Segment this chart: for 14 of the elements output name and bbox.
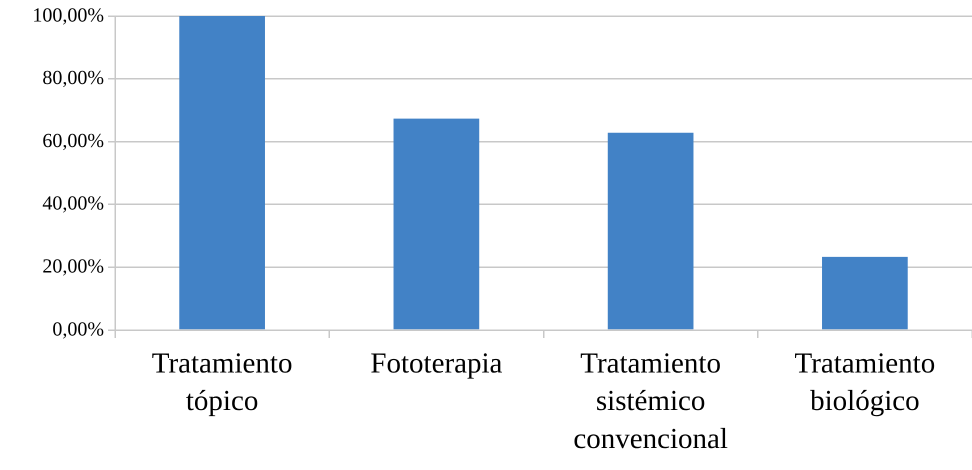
y-tick-label: 0,00% <box>52 318 104 340</box>
bar <box>179 16 265 330</box>
y-tick-label: 20,00% <box>42 255 104 278</box>
y-tick-label: 40,00% <box>42 192 104 215</box>
x-tick-label: Tratamiento sistémico convencional <box>573 347 728 455</box>
bar <box>822 256 908 330</box>
x-tick-label: Tratamiento tópico <box>152 347 292 418</box>
y-tick-label: 100,00% <box>32 4 104 26</box>
y-tick-label: 60,00% <box>42 130 104 152</box>
x-tick-label: Fototerapia <box>370 347 503 380</box>
y-tick-label: 80,00% <box>42 67 104 90</box>
x-tick-label: Tratamiento biológico <box>794 347 936 418</box>
bar <box>394 118 480 330</box>
bar <box>608 132 694 330</box>
